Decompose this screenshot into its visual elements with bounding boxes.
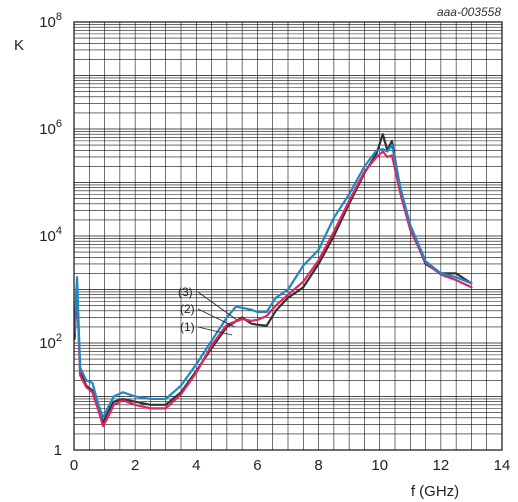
y-tick-label: 106 (39, 118, 62, 138)
y-axis-title: K (14, 37, 24, 54)
x-tick-label: 8 (314, 457, 322, 474)
y-tick-label: 104 (39, 225, 62, 245)
x-tick-label: 10 (371, 457, 388, 474)
plot-frame (73, 21, 503, 451)
leader-line-2 (197, 308, 236, 328)
leader-line-3 (197, 291, 238, 321)
series-label-2: (2) (180, 302, 195, 316)
x-tick-labels: 0 2 4 6 8 10 12 14 (70, 457, 511, 474)
x-tick-label: 6 (253, 457, 261, 474)
series-line-2 (73, 150, 473, 428)
series-line-3 (73, 144, 473, 419)
y-tick-label: 1 (54, 442, 62, 459)
series-layer (73, 133, 473, 428)
x-axis-title: f (GHz) (411, 483, 459, 500)
y-tick-labels: 1 102 104 106 108 (39, 11, 62, 459)
reference-id: aaa-003558 (437, 5, 501, 19)
y-tick-label: 108 (39, 11, 62, 31)
label-leaders (197, 291, 238, 336)
grid (74, 22, 502, 450)
x-tick-label: 0 (70, 457, 78, 474)
x-tick-label: 12 (433, 457, 450, 474)
leader-line-1 (197, 326, 233, 336)
x-tick-label: 14 (494, 457, 511, 474)
series-label-1: (1) (180, 320, 195, 334)
x-tick-label: 2 (131, 457, 139, 474)
series-line-1 (73, 133, 473, 425)
x-tick-label: 4 (192, 457, 200, 474)
series-label-3: (3) (178, 285, 193, 299)
y-tick-label: 102 (39, 332, 62, 352)
